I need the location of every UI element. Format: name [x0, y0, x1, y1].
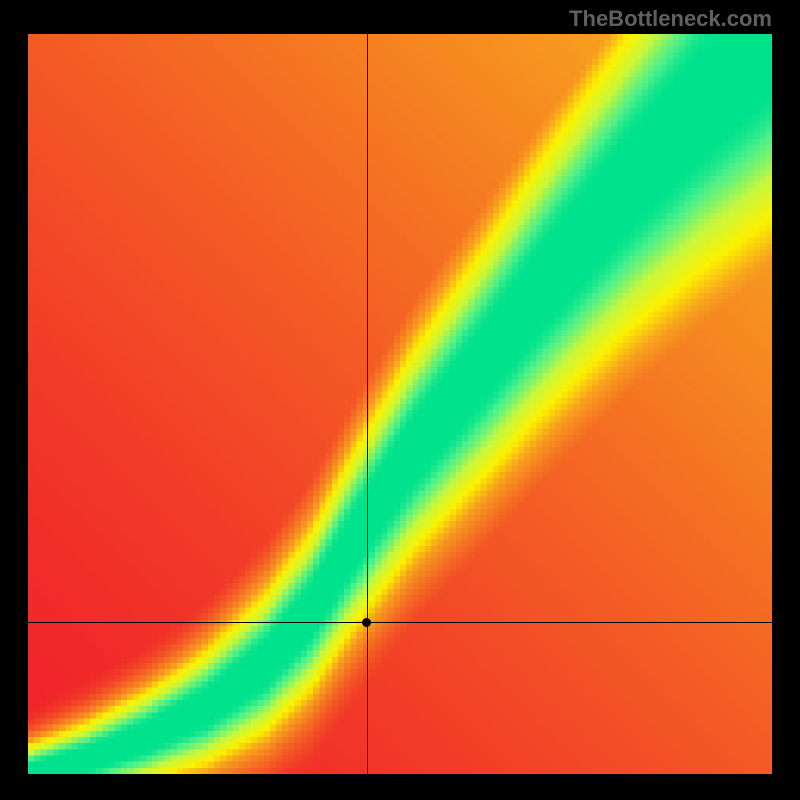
- figure-container: TheBottleneck.com: [0, 0, 800, 800]
- watermark-text: TheBottleneck.com: [569, 6, 772, 32]
- heatmap-plot: [28, 34, 772, 774]
- heatmap-canvas: [28, 34, 772, 774]
